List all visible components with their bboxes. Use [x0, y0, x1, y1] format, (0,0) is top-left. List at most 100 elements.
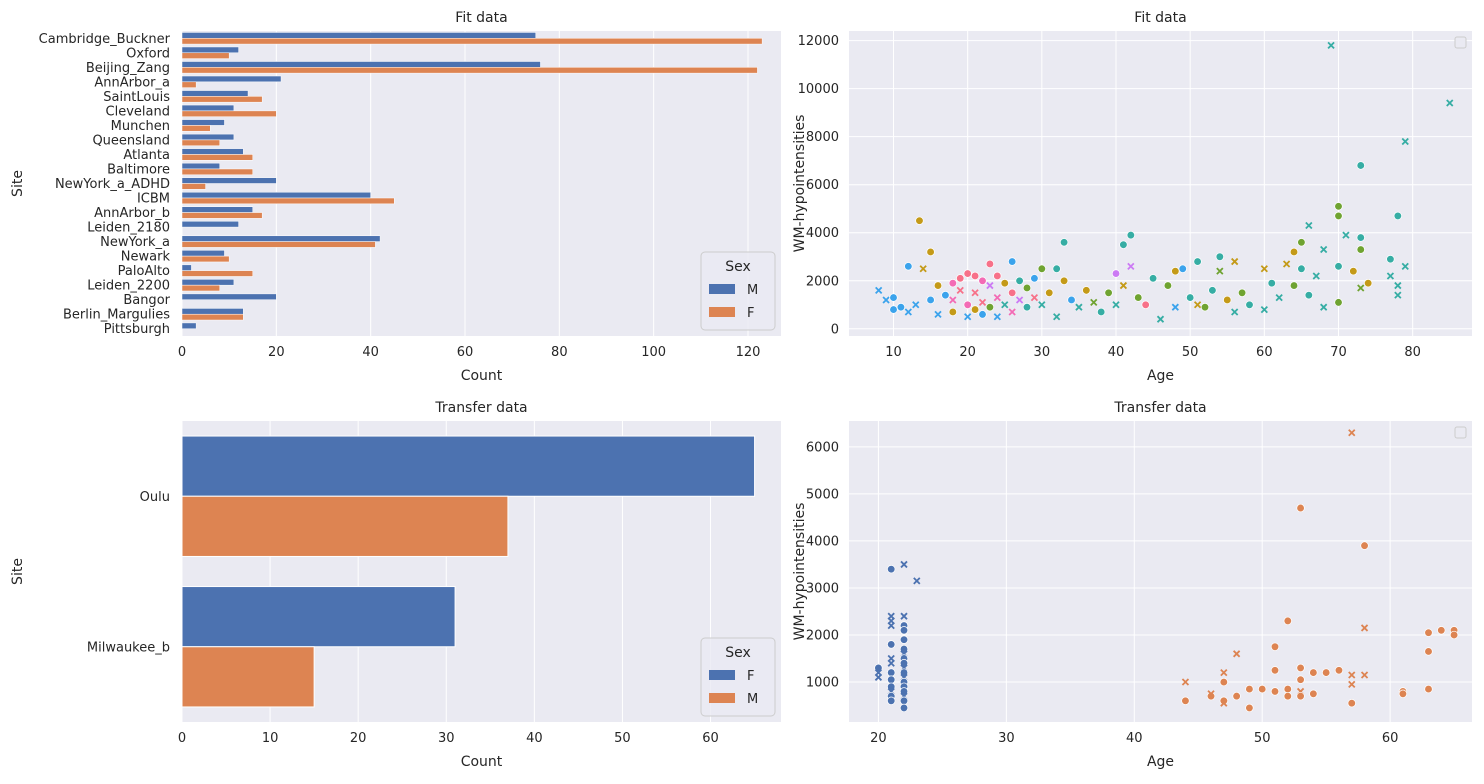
bar [181, 139, 220, 146]
data-point-circle [948, 279, 957, 288]
data-point-circle [1045, 288, 1054, 297]
legend-swatch [709, 693, 735, 703]
bar [181, 119, 225, 126]
legend-empty [1454, 426, 1467, 439]
data-point-x [1075, 303, 1083, 311]
y-tick-label: Oulu [140, 490, 170, 505]
bar [181, 52, 230, 59]
x-tick-label: 100 [641, 345, 666, 360]
y-tick-label: ICBM [137, 192, 170, 207]
data-point-x [1260, 265, 1268, 273]
data-point-circle [1181, 696, 1190, 705]
data-point-circle [1322, 668, 1331, 677]
data-point-circle [1119, 240, 1128, 249]
y-tick-label: SaintLouis [103, 90, 170, 105]
x-tick-label: 30 [438, 731, 455, 746]
data-point-x [1156, 315, 1165, 323]
x-axis-label: Age [1147, 368, 1174, 384]
data-point-x [1394, 291, 1402, 299]
y-tick-label: 0 [831, 322, 839, 337]
bar [181, 32, 536, 39]
data-point-circle [1059, 276, 1069, 285]
data-point-circle [1289, 281, 1299, 290]
data-point-circle [1104, 288, 1113, 297]
data-point-circle [1437, 626, 1446, 635]
data-point-circle [1111, 269, 1121, 278]
data-point-circle [1232, 691, 1241, 701]
data-point-x [993, 313, 1001, 321]
data-point-circle [1289, 247, 1299, 257]
chart-title: Fit data [455, 10, 507, 26]
data-point-circle [1334, 262, 1343, 271]
bar [181, 646, 315, 708]
data-point-circle [978, 310, 987, 319]
data-point-circle [1296, 663, 1305, 673]
data-point-circle [985, 303, 995, 312]
data-point-circle [889, 293, 898, 302]
y-tick-label: Queensland [92, 133, 170, 148]
data-point-circle [1082, 286, 1091, 295]
data-point-circle [1208, 286, 1217, 295]
data-point-x [1275, 293, 1283, 302]
data-point-x [1348, 429, 1356, 437]
y-tick-label: Leiden_2200 [87, 279, 170, 294]
data-point-x [1360, 671, 1369, 679]
data-point-x [900, 612, 908, 620]
data-point-circle [1186, 293, 1195, 302]
x-tick-label: 120 [736, 345, 761, 360]
data-point-circle [1297, 264, 1306, 273]
bar [181, 279, 235, 286]
y-tick-label: Beijing_Zang [86, 61, 170, 76]
data-point-circle [1097, 307, 1106, 317]
data-point-circle [1223, 295, 1232, 305]
y-tick-label: AnnArbor_a [94, 75, 170, 90]
data-point-circle [887, 675, 896, 684]
data-point-x [949, 296, 957, 304]
data-point-x [1305, 221, 1313, 230]
x-axis-label: Count [461, 754, 503, 770]
data-point-x [1015, 296, 1024, 304]
data-point-x [1231, 257, 1239, 266]
data-point-circle [896, 303, 906, 312]
data-point-circle [1270, 642, 1280, 651]
x-tick-label: 20 [268, 345, 285, 360]
data-point-x [1207, 690, 1215, 698]
data-point-circle [1393, 211, 1402, 221]
data-point-x [875, 286, 883, 295]
bar [181, 67, 758, 74]
bar [181, 183, 206, 190]
bar [181, 250, 225, 257]
data-point-circle [1349, 267, 1358, 276]
data-point-circle [985, 259, 995, 269]
bar [181, 586, 456, 648]
bar [181, 148, 244, 155]
bar [181, 191, 371, 199]
data-point-circle [889, 305, 898, 314]
y-tick-label: 4000 [806, 534, 839, 549]
x-tick-label: 40 [362, 345, 379, 360]
data-point-circle [1148, 274, 1158, 283]
data-point-x [912, 301, 920, 309]
bar [181, 96, 263, 103]
data-point-x [882, 296, 890, 304]
y-tick-label: Bangor [123, 293, 170, 308]
x-tick-label: 30 [1034, 345, 1051, 360]
y-tick-label: 2000 [806, 274, 839, 289]
data-point-circle [1059, 238, 1069, 247]
data-point-circle [1245, 684, 1254, 694]
y-tick-label: Newark [121, 250, 171, 265]
data-point-circle [1398, 689, 1408, 698]
x-tick-label: 40 [1126, 731, 1143, 746]
y-axis-label: Site [10, 558, 26, 585]
y-tick-label: Cleveland [106, 104, 170, 119]
data-point-circle [887, 564, 896, 574]
data-point-circle [1206, 691, 1216, 701]
y-tick-label: 5000 [806, 487, 839, 502]
data-point-x [1401, 137, 1409, 146]
data-point-x [1090, 298, 1098, 307]
y-tick-label: 1000 [806, 676, 839, 691]
y-axis-label: WM-hypointensities [792, 503, 808, 641]
data-point-x [904, 308, 912, 316]
data-point-circle [1237, 288, 1247, 297]
legend: Sex FM [700, 637, 776, 717]
